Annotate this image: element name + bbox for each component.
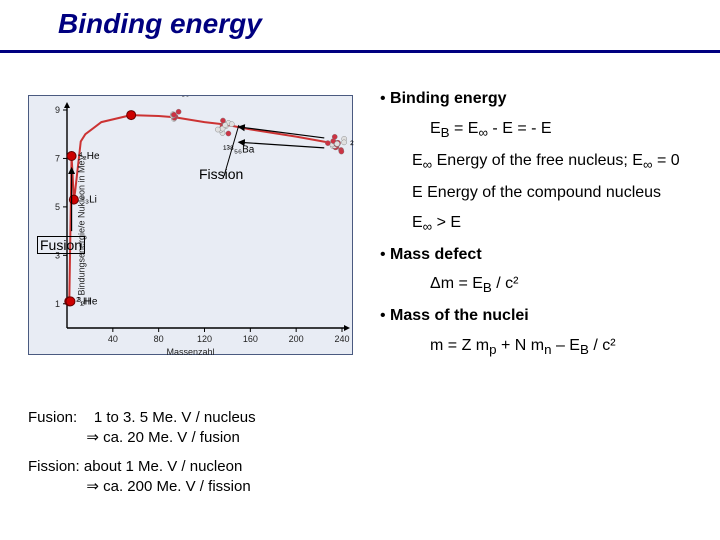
svg-text:³₂He: ³₂He — [77, 296, 97, 307]
fusion-annotation: Fusion — [37, 236, 85, 254]
fission-annotation: Fission — [199, 166, 243, 182]
fusion-line2: ⇒ ca. 20 Me. V / fusion — [86, 429, 239, 446]
bullet-binding-energy: Binding energy — [380, 88, 710, 110]
svg-text:120: 120 — [197, 334, 212, 344]
bullet-mass-nuclei: Mass of the nuclei — [380, 305, 710, 327]
eq-einf-gt-e: E∞ > E — [380, 212, 710, 236]
binding-energy-chart: 408012016020024013579²₁H³₂He⁴₂He⁶₃Li⁹⁴₃₆… — [28, 95, 353, 355]
svg-text:1: 1 — [55, 299, 60, 309]
y-axis-label: Bindungsenergie/e Nukleon in MeV — [77, 154, 87, 295]
eq-mass-defect: Δm = EB / c² — [380, 273, 710, 297]
heading-binding-energy: Binding energy — [390, 90, 506, 107]
svg-text:²³⁵₉₂U: ²³⁵₉₂U — [350, 140, 354, 151]
svg-text:200: 200 — [289, 334, 304, 344]
content-bullets: Binding energy EB = E∞ - E = - E E∞ Ener… — [380, 88, 710, 367]
fission-lines: Fission: about 1 Me. V / nucleon ⇒ ca. 2… — [28, 457, 368, 496]
svg-text:40: 40 — [108, 334, 118, 344]
x-axis-label: Massenzahl — [166, 347, 214, 357]
fission-line1: Fission: about 1 Me. V / nucleon — [28, 458, 242, 475]
fusion-lines: Fusion: 1 to 3. 5 Me. V / nucleus ⇒ ca. … — [28, 408, 368, 447]
eq-eb: EB = E∞ - E = - E — [380, 118, 710, 142]
title-underline — [0, 50, 720, 53]
svg-text:80: 80 — [154, 334, 164, 344]
slide-title: Binding energy — [58, 8, 262, 40]
bullet-mass-defect: Mass defect — [380, 244, 710, 266]
fusion-label: Fusion: — [28, 409, 77, 426]
svg-text:7: 7 — [55, 153, 60, 163]
eq-einf: E∞ Energy of the free nucleus; E∞ = 0 — [380, 150, 710, 174]
eq-e: E Energy of the compound nucleus — [380, 182, 710, 204]
eq-mass-nuclei: m = Z mp + N mn – EB / c² — [380, 335, 710, 359]
fusion-line1: 1 to 3. 5 Me. V / nucleus — [94, 409, 256, 426]
heading-mass-nuclei: Mass of the nuclei — [390, 307, 529, 324]
bottom-text-block: Fusion: 1 to 3. 5 Me. V / nucleus ⇒ ca. … — [28, 408, 368, 496]
heading-mass-defect: Mass defect — [390, 246, 482, 263]
svg-text:9: 9 — [55, 105, 60, 115]
svg-text:5: 5 — [55, 202, 60, 212]
svg-text:160: 160 — [243, 334, 258, 344]
fission-line2: ⇒ ca. 200 Me. V / fission — [86, 478, 250, 495]
svg-text:⁹⁴₃₆Kr: ⁹⁴₃₆Kr — [173, 96, 200, 98]
svg-text:240: 240 — [334, 334, 349, 344]
svg-text:¹³⁸₅₆Ba: ¹³⁸₅₆Ba — [223, 145, 255, 156]
